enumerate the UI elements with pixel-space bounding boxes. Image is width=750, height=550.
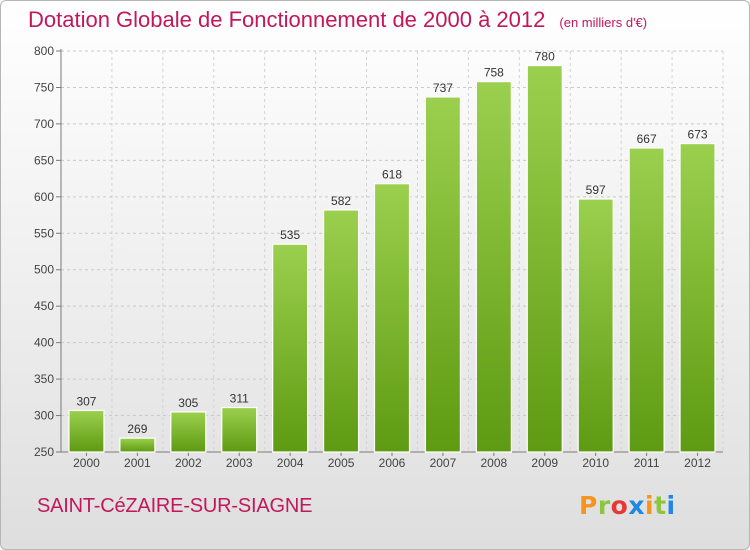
x-tick-label: 2010 xyxy=(582,456,609,470)
bar-value-label: 673 xyxy=(688,128,708,142)
y-tick-label: 250 xyxy=(34,445,54,459)
chart-title: Dotation Globale de Fonctionnement de 20… xyxy=(28,7,647,33)
x-tick-label: 2008 xyxy=(480,456,507,470)
y-tick-label: 400 xyxy=(34,336,54,350)
y-tick-label: 750 xyxy=(34,80,54,94)
bar-value-label: 535 xyxy=(280,228,300,242)
y-tick-label: 300 xyxy=(34,409,54,423)
logo-letter: r xyxy=(597,491,611,520)
x-tick-label: 2000 xyxy=(73,456,100,470)
x-tick-label: 2009 xyxy=(531,456,558,470)
bar-value-label: 305 xyxy=(178,396,198,410)
bar-value-label: 618 xyxy=(382,168,402,182)
bar xyxy=(170,411,207,453)
logo-letter: i xyxy=(645,491,655,520)
x-tick-label: 2011 xyxy=(634,456,660,470)
x-tick-label: 2007 xyxy=(430,456,457,470)
bar xyxy=(68,409,105,453)
x-tick-label: 2003 xyxy=(226,456,253,470)
x-tick-label: 2012 xyxy=(684,456,711,470)
logo-letter: i xyxy=(666,491,676,520)
bar xyxy=(119,437,156,453)
bar xyxy=(628,147,665,453)
chart-subtitle: (en milliers d'€) xyxy=(559,15,648,30)
y-tick-label: 700 xyxy=(34,117,54,131)
logo-letter: P xyxy=(579,491,598,520)
bar-value-label: 597 xyxy=(586,183,606,197)
bar-value-label: 582 xyxy=(331,194,351,208)
bar-value-label: 758 xyxy=(484,66,504,80)
bar xyxy=(322,209,360,453)
x-tick-label: 2001 xyxy=(124,456,151,470)
proxiti-logo[interactable]: Proxiti xyxy=(579,491,676,520)
bar xyxy=(272,243,309,453)
x-tick-label: 2005 xyxy=(328,456,355,470)
bar-value-label: 737 xyxy=(433,81,453,95)
y-tick-label: 550 xyxy=(34,226,54,240)
y-tick-label: 500 xyxy=(34,263,54,277)
axes: 250 300 350 400 450 500 550 600 650 700 750 800 2000… xyxy=(34,44,723,470)
chart-title-text: Dotation Globale de Fonctionnement de 20… xyxy=(28,7,546,32)
logo-letter: o xyxy=(610,491,629,520)
bars: 307 269 305 311 535 582 618 737 758 780 597 667 673 xyxy=(68,50,716,453)
bar-value-label: 307 xyxy=(76,394,96,408)
bar xyxy=(221,406,258,453)
bar-value-label: 269 xyxy=(127,422,147,436)
bar xyxy=(577,198,614,453)
bar xyxy=(475,81,512,453)
logo-letter: t xyxy=(654,491,667,520)
y-tick-label: 600 xyxy=(34,190,54,204)
bar xyxy=(373,183,411,453)
commune-name: SAINT-CéZAIRE-SUR-SIAGNE xyxy=(37,495,313,517)
bar xyxy=(679,142,716,453)
bar-value-label: 311 xyxy=(230,392,249,406)
y-tick-label: 650 xyxy=(34,153,54,167)
bar-value-label: 667 xyxy=(637,132,657,146)
x-tick-label: 2006 xyxy=(379,456,406,470)
y-tick-label: 450 xyxy=(34,299,54,313)
bar xyxy=(424,96,462,453)
bar xyxy=(526,64,563,453)
bar-value-label: 780 xyxy=(535,50,555,64)
x-tick-label: 2002 xyxy=(175,456,202,470)
x-tick-label: 2004 xyxy=(277,456,304,470)
y-tick-label: 350 xyxy=(34,372,54,386)
y-tick-label: 800 xyxy=(34,44,54,58)
logo-letter: x xyxy=(628,491,645,520)
